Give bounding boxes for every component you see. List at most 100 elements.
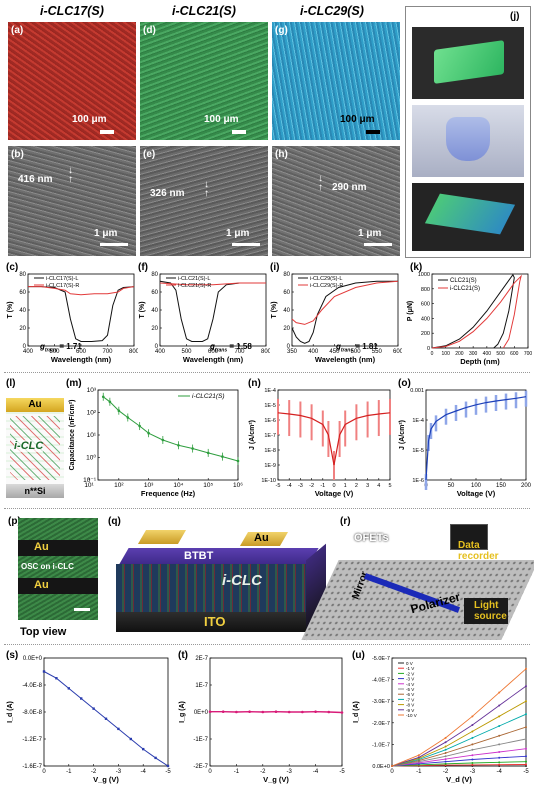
- btbt-label: BTBT: [184, 550, 214, 562]
- chart-f-xtick-label: 500: [181, 349, 192, 355]
- chart-u-legend-label: 0 V: [406, 661, 413, 666]
- chart-c-ytick-label: 60: [19, 290, 26, 296]
- chart-t-point: [301, 710, 304, 714]
- chart-m-ylabel: Capacitance (nF/cm²): [69, 400, 76, 471]
- chart-m-point: [138, 424, 141, 428]
- photo-film-green: [412, 27, 524, 99]
- chart-u-series: [391, 700, 527, 767]
- panel-label-o: (o): [398, 378, 411, 389]
- chart-n-ytick-label: 1E-4: [264, 388, 276, 394]
- chart-m-ytick-label: 10³: [87, 387, 97, 394]
- chart-f-ytick-label: 20: [151, 326, 158, 332]
- chart-s-point: [42, 670, 46, 673]
- chart-m-point: [236, 459, 240, 463]
- clc-layer-l: i-CLC: [6, 412, 64, 484]
- chart-u-xlabel: V_d (V): [446, 775, 472, 784]
- scale-label-e: 1 μm: [226, 228, 250, 239]
- chart-n-ytick-label: 1E-8: [264, 448, 276, 454]
- chart-c-xtick-label: 700: [102, 349, 113, 355]
- chart-u-point: [444, 741, 447, 744]
- chart-m-xtick-label: 10¹: [84, 482, 94, 489]
- chart-t-point: [261, 710, 265, 714]
- chart-m-xlabel: Frequence (Hz): [141, 489, 196, 498]
- chart-u-point: [498, 763, 501, 766]
- chart-n-xtick-label: 5: [388, 483, 391, 489]
- chart-c-series-r: [28, 286, 135, 296]
- panel-label-m: (m): [66, 378, 82, 389]
- chart-u-series: [391, 726, 527, 767]
- chart-k-legend-label: i-CLC21(S): [450, 286, 480, 292]
- chart-k-series: [431, 273, 515, 349]
- panel-label-f: (f): [138, 262, 148, 273]
- chart-t-xtick-label: -4: [313, 769, 319, 775]
- chart-i-xtick-label: 500: [351, 349, 362, 355]
- optical-image-g: (g) 100 μm: [272, 22, 400, 140]
- chart-n-xtick-label: -4: [287, 483, 292, 489]
- chart-u-point: [471, 743, 474, 746]
- chart-u-point: [444, 762, 447, 765]
- chart-t-point: [208, 710, 212, 714]
- chart-u-point: [417, 756, 420, 759]
- panel-label-r: (r): [340, 516, 351, 527]
- chart-k-ytick-label: 0: [427, 346, 430, 352]
- chart-u-point: [525, 765, 527, 767]
- chart-m-ytick-label: 10¹: [87, 432, 97, 439]
- data-recorder-box: [450, 524, 488, 550]
- chart-k-xtick-label: 700: [524, 351, 532, 357]
- chart-u-xtick-label: -5: [523, 769, 529, 775]
- chart-i-xtick-label: 350: [287, 349, 298, 355]
- chart-n-ytick-label: 1E-5: [264, 403, 276, 409]
- panel-label-n: (n): [248, 378, 261, 389]
- chart-m-xtick-label: 10⁶: [233, 482, 243, 489]
- chart-t-ytick-label: 0E+0: [194, 710, 209, 716]
- chart-c-xtick-label: 600: [76, 349, 87, 355]
- chart-u-point: [525, 760, 527, 763]
- chart-s-point: [92, 707, 95, 710]
- scale-bar-e: [232, 243, 260, 246]
- chart-c: 0 20 40 60 80 400 500 600 700 800 Wavelength (nm) T…: [7, 272, 138, 364]
- chart-s-ylabel: I_d (A): [7, 701, 14, 723]
- chart-i-ylabel: T (%): [271, 301, 278, 318]
- chart-k-xtick-label: 100: [442, 351, 451, 357]
- chart-n-xlabel: Voltage (V): [315, 489, 354, 498]
- header-clc29: i-CLC29(S): [300, 4, 364, 18]
- chart-s-xtick-label: -5: [165, 769, 171, 775]
- panel-label-g: (g): [275, 25, 288, 36]
- pitch-label-h: 290 nm: [332, 182, 367, 193]
- chart-i-xtick-label: 550: [372, 349, 383, 355]
- pitch-label-e: 326 nm: [150, 188, 185, 199]
- chart-i-xlabel: Wavelength (nm): [315, 355, 376, 364]
- chart-u-point: [525, 685, 527, 688]
- scale-label-b: 1 μm: [94, 228, 118, 239]
- header-clc17: i-CLC17(S): [40, 4, 104, 18]
- chart-u-legend-label: -5 V: [406, 687, 414, 692]
- chart-u-point: [498, 715, 501, 718]
- chart-u-xtick-label: -3: [470, 769, 476, 775]
- chart-u-legend-label: -6 V: [406, 692, 414, 697]
- chart-f-ytick-label: 80: [151, 272, 158, 278]
- chart-u-ytick-label: -2.0E-7: [372, 721, 390, 727]
- chart-s-xtick-label: -2: [91, 769, 97, 775]
- chart-n-xtick-label: -2: [309, 483, 314, 489]
- ofets-label: OFETs: [354, 532, 389, 544]
- chart-s-point: [129, 737, 132, 741]
- chart-u-point: [525, 667, 527, 670]
- chart-u-ytick-label: -4.0E-7: [372, 678, 390, 684]
- folded-film: [424, 193, 516, 235]
- panel-label-d: (d): [143, 25, 156, 36]
- g-trans-i: gtrans = 1.81: [336, 342, 378, 354]
- separator-1: [4, 372, 530, 373]
- chart-n-xtick-label: 2: [355, 483, 358, 489]
- panel-label-p: (p): [8, 516, 21, 527]
- chart-m-point: [101, 395, 105, 399]
- chart-m-xtick-label: 10⁴: [173, 482, 183, 489]
- chart-u-point: [498, 691, 501, 694]
- chart-u-ytick-label: -5.0E-7: [372, 656, 390, 662]
- scale-label-a: 100 μm: [72, 114, 107, 125]
- chart-u-xtick-label: -4: [497, 769, 503, 775]
- chart-n-series: [277, 412, 391, 466]
- chart-t-xtick-label: -3: [287, 769, 293, 775]
- chart-n-xtick-label: 1: [344, 483, 347, 489]
- chart-s-point: [104, 717, 108, 720]
- chart-u-point: [471, 763, 474, 766]
